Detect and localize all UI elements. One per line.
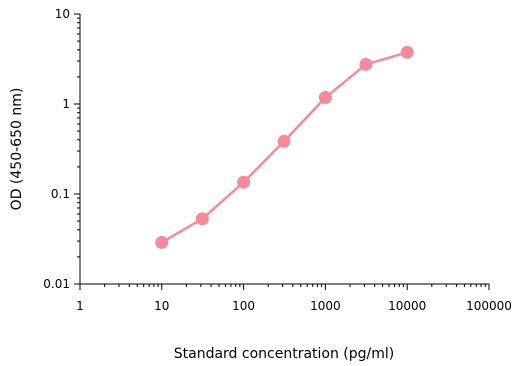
data-point [237, 175, 251, 189]
x-tick-label: 100 [232, 299, 255, 313]
data-point [400, 45, 414, 59]
y-tick-label: 10 [55, 7, 70, 21]
data-point [155, 235, 169, 249]
x-tick-label: 10 [154, 299, 169, 313]
x-axis-title: Standard concentration (pg/ml) [174, 346, 395, 362]
y-tick-label: 1 [62, 97, 70, 111]
x-tick-label: 1000 [310, 299, 341, 313]
y-tick-label: 0.1 [51, 187, 70, 201]
ticks [74, 13, 490, 290]
data-point [318, 91, 332, 105]
data-point [359, 57, 373, 71]
axes [79, 14, 489, 285]
data-point [277, 134, 291, 148]
y-axis-title: OD (450-650 nm) [9, 88, 25, 211]
y-tick-label: 0.01 [43, 277, 70, 291]
x-tick-label: 100000 [466, 299, 512, 313]
data-point [195, 212, 209, 226]
x-tick-label: 10000 [388, 299, 426, 313]
series-group [155, 45, 414, 249]
tick-labels: 1 10 100 1000 10000 100000 0.01 0.1 1 10 [43, 7, 512, 313]
x-tick-label: 1 [76, 299, 84, 313]
